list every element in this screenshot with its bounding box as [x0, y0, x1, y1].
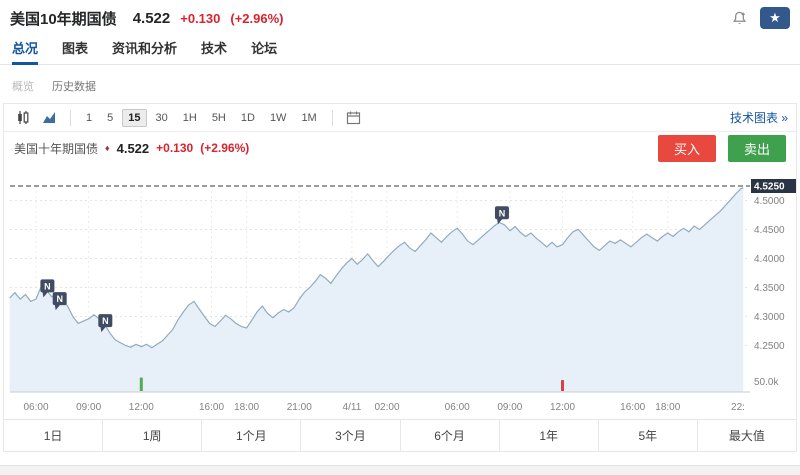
interval-30[interactable]: 30 — [150, 109, 174, 127]
price-chart[interactable]: 4.5000 4.4500 4.4000 4.3500 4.3000 4.2500 N N N N… — [4, 164, 796, 419]
range-1mo[interactable]: 1个月 — [202, 420, 302, 451]
svg-text:4.3500: 4.3500 — [754, 283, 785, 294]
svg-text:4.4000: 4.4000 — [754, 254, 785, 265]
sell-button[interactable]: 卖出 — [727, 134, 786, 162]
svg-text:12:00: 12:00 — [129, 402, 154, 413]
svg-text:18:00: 18:00 — [655, 402, 680, 413]
interval-1d[interactable]: 1D — [235, 109, 261, 127]
next-section-edge — [0, 465, 800, 475]
range-selector: 1日 1周 1个月 3个月 6个月 1年 5年 最大值 — [4, 419, 796, 451]
trade-buttons: 买入 卖出 — [657, 134, 786, 162]
interval-1w[interactable]: 1W — [264, 109, 293, 127]
star-icon[interactable]: ★ — [760, 7, 790, 29]
svg-text:16:00: 16:00 — [199, 402, 224, 413]
svg-text:18:00: 18:00 — [234, 402, 259, 413]
instrument-price: 4.522 — [132, 9, 171, 27]
svg-text:22:: 22: — [731, 402, 745, 413]
instrument-header: 美国10年期国债 4.522 +0.130 (+2.96%) ★ — [0, 0, 800, 36]
range-5y[interactable]: 5年 — [598, 420, 698, 451]
svg-text:21:00: 21:00 — [287, 402, 312, 413]
tab-news-analysis[interactable]: 资讯和分析 — [112, 41, 178, 56]
svg-text:16:00: 16:00 — [620, 402, 645, 413]
svg-text:06:00: 06:00 — [445, 402, 470, 413]
chart-toolbar: 1 5 15 30 1H 5H 1D 1W 1M 技术图表 » — [4, 104, 796, 132]
price-chart-svg[interactable]: 4.50004.45004.40004.35004.30004.2500NNNN… — [4, 164, 796, 419]
interval-1h[interactable]: 1H — [177, 109, 203, 127]
toolbar-divider — [331, 109, 333, 126]
chart-card: 1 5 15 30 1H 5H 1D 1W 1M 技术图表 » 美国十年期国债 … — [3, 103, 797, 452]
range-max[interactable]: 最大值 — [697, 420, 796, 451]
diamond-icon: ♦ — [105, 143, 110, 153]
svg-text:4.5000: 4.5000 — [754, 196, 785, 207]
chart-price: 4.522 — [116, 140, 150, 156]
tab-overview[interactable]: 总况 — [12, 36, 39, 65]
range-1d[interactable]: 1日 — [4, 420, 104, 451]
svg-text:12:00: 12:00 — [550, 402, 575, 413]
svg-text:06:00: 06:00 — [23, 402, 48, 413]
tab-technical[interactable]: 技术 — [201, 41, 228, 56]
header-actions: ★ — [729, 7, 790, 29]
chart-header: 美国十年期国债 ♦ 4.522 +0.130 (+2.96%) 买入 卖出 — [4, 132, 796, 164]
svg-text:09:00: 09:00 — [497, 402, 522, 413]
interval-1[interactable]: 1 — [80, 109, 98, 127]
range-3mo[interactable]: 3个月 — [301, 420, 401, 451]
subtab-historical-data[interactable]: 历史数据 — [52, 81, 96, 93]
svg-text:4/11: 4/11 — [343, 402, 362, 413]
svg-text:09:00: 09:00 — [76, 402, 101, 413]
tab-chart[interactable]: 图表 — [62, 41, 89, 56]
range-1y[interactable]: 1年 — [499, 420, 599, 451]
calendar-icon[interactable] — [342, 108, 365, 127]
area-chart-icon[interactable] — [38, 108, 61, 127]
toolbar-divider — [70, 109, 71, 126]
range-1w[interactable]: 1周 — [103, 420, 203, 451]
svg-text:4.2500: 4.2500 — [754, 341, 785, 352]
svg-text:N: N — [102, 316, 109, 326]
svg-text:N: N — [56, 294, 63, 304]
chart-instrument-title: 美国十年期国债 — [14, 141, 99, 156]
svg-text:4.4500: 4.4500 — [754, 225, 785, 236]
instrument-change: +0.130 — [180, 10, 221, 26]
chart-change-pct: (+2.96%) — [200, 141, 250, 155]
subtab-overview[interactable]: 概览 — [12, 81, 34, 93]
sub-nav: 概览 历史数据 — [0, 65, 800, 103]
interval-15[interactable]: 15 — [122, 108, 147, 127]
main-nav: 总况 图表 资讯和分析 技术 论坛 — [0, 36, 800, 65]
buy-button[interactable]: 买入 — [657, 134, 716, 162]
range-6mo[interactable]: 6个月 — [400, 420, 500, 451]
interval-5h[interactable]: 5H — [206, 109, 232, 127]
instrument-title: 美国10年期国债 — [10, 10, 117, 28]
svg-text:4.3000: 4.3000 — [754, 312, 785, 323]
candlestick-chart-icon[interactable] — [12, 108, 35, 127]
tab-forum[interactable]: 论坛 — [251, 41, 278, 56]
instrument-change-pct: (+2.96%) — [230, 10, 284, 26]
interval-5[interactable]: 5 — [101, 109, 119, 127]
svg-text:N: N — [44, 281, 51, 291]
chart-change: +0.130 — [156, 141, 194, 155]
svg-text:4.5250: 4.5250 — [754, 182, 785, 193]
svg-text:02:00: 02:00 — [374, 402, 399, 413]
interval-1m[interactable]: 1M — [295, 109, 322, 127]
alert-bell-icon[interactable] — [729, 8, 750, 29]
svg-text:50.0k: 50.0k — [754, 377, 779, 388]
svg-text:N: N — [499, 208, 506, 218]
technical-chart-link[interactable]: 技术图表 » — [729, 111, 788, 125]
